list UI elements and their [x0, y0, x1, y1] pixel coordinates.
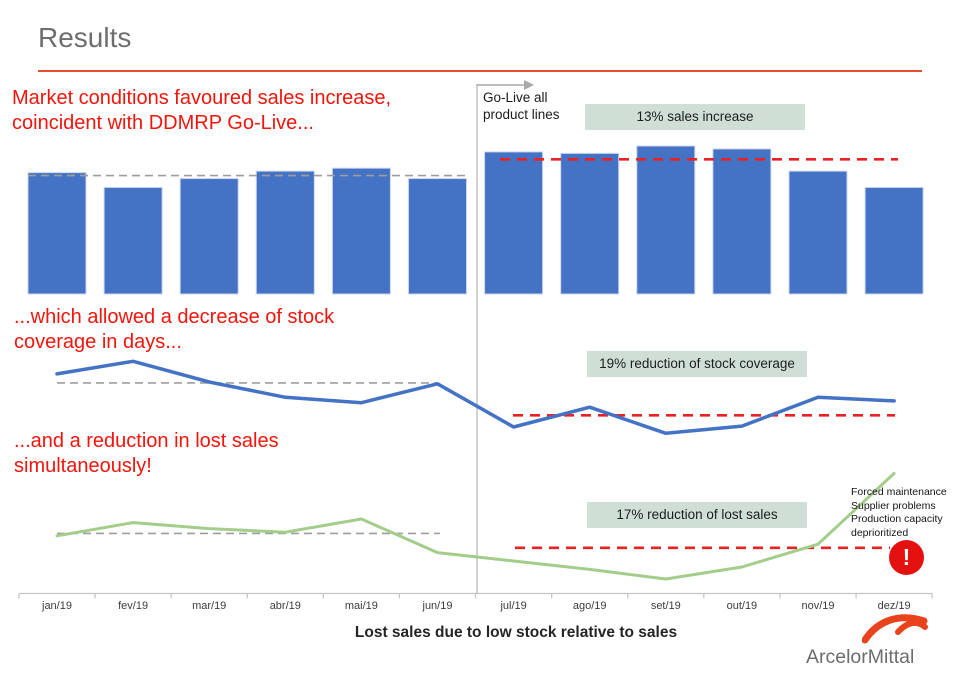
side-note: Forced maintenance Supplier problems Pro… — [851, 486, 960, 540]
stock-coverage-line — [55, 359, 896, 436]
alert-exclamation-icon: ! — [889, 540, 924, 575]
title-underline — [38, 70, 922, 72]
x-axis-month-label: mai/19 — [345, 600, 378, 612]
sales-bar — [179, 178, 239, 295]
x-axis-month-label: jan/19 — [41, 600, 72, 612]
page-title: Results — [38, 22, 132, 53]
arcelormittal-logo: ArcelorMittal — [806, 610, 951, 680]
sales-bar — [712, 148, 772, 295]
x-axis-month-label: mar/19 — [192, 600, 226, 612]
sales-bar — [636, 145, 696, 295]
x-axis-month-label: fev/19 — [118, 600, 148, 612]
x-axis-month-label: jun/19 — [422, 600, 453, 612]
go-live-arrowhead-icon — [524, 80, 534, 90]
callout-sales-increase: Market conditions favoured sales increas… — [12, 87, 392, 134]
sales-bar — [560, 152, 620, 295]
badge-lost-sales-reduction: 17% reduction of lost sales — [587, 502, 807, 528]
x-axis-month-label: ago/19 — [573, 600, 607, 612]
sales-bar — [255, 170, 315, 295]
arcelormittal-logo-text: ArcelorMittal — [806, 646, 915, 668]
side-note-line: Supplier problems — [851, 499, 936, 512]
side-note-line: Forced maintenance — [851, 486, 947, 498]
side-note-line: Production capacity — [851, 513, 943, 525]
lost-sales-line — [55, 471, 896, 581]
sales-bar — [408, 178, 467, 295]
callout-stock-coverage: ...which allowed a decrease of stock cov… — [14, 306, 335, 353]
side-note-line: deprioritized — [851, 526, 909, 539]
sales-bar — [788, 170, 848, 295]
x-axis-month-label: abr/19 — [270, 600, 301, 612]
badge-sales-increase: 13% sales increase — [585, 104, 805, 130]
sales-bar — [484, 151, 544, 295]
sales-bar — [864, 186, 924, 295]
x-axis-month-label: nov/19 — [801, 600, 834, 612]
sales-bar — [103, 186, 163, 295]
x-axis-month-label: set/19 — [651, 600, 681, 612]
arcelormittal-logo-mark-icon — [862, 614, 928, 644]
chart-caption: Lost sales due to low stock relative to … — [354, 624, 678, 641]
x-axis-month-label: out/19 — [727, 600, 758, 612]
go-live-label: Go-Live all product lines — [483, 90, 560, 122]
sales-bar — [27, 172, 87, 295]
badge-stock-reduction: 19% reduction of stock coverage — [587, 351, 807, 377]
x-axis-month-label: dez/19 — [878, 600, 911, 612]
x-axis-month-label: jul/19 — [499, 600, 526, 612]
callout-lost-sales: ...and a reduction in lost sales simulta… — [14, 430, 279, 477]
sales-bar — [331, 167, 391, 295]
